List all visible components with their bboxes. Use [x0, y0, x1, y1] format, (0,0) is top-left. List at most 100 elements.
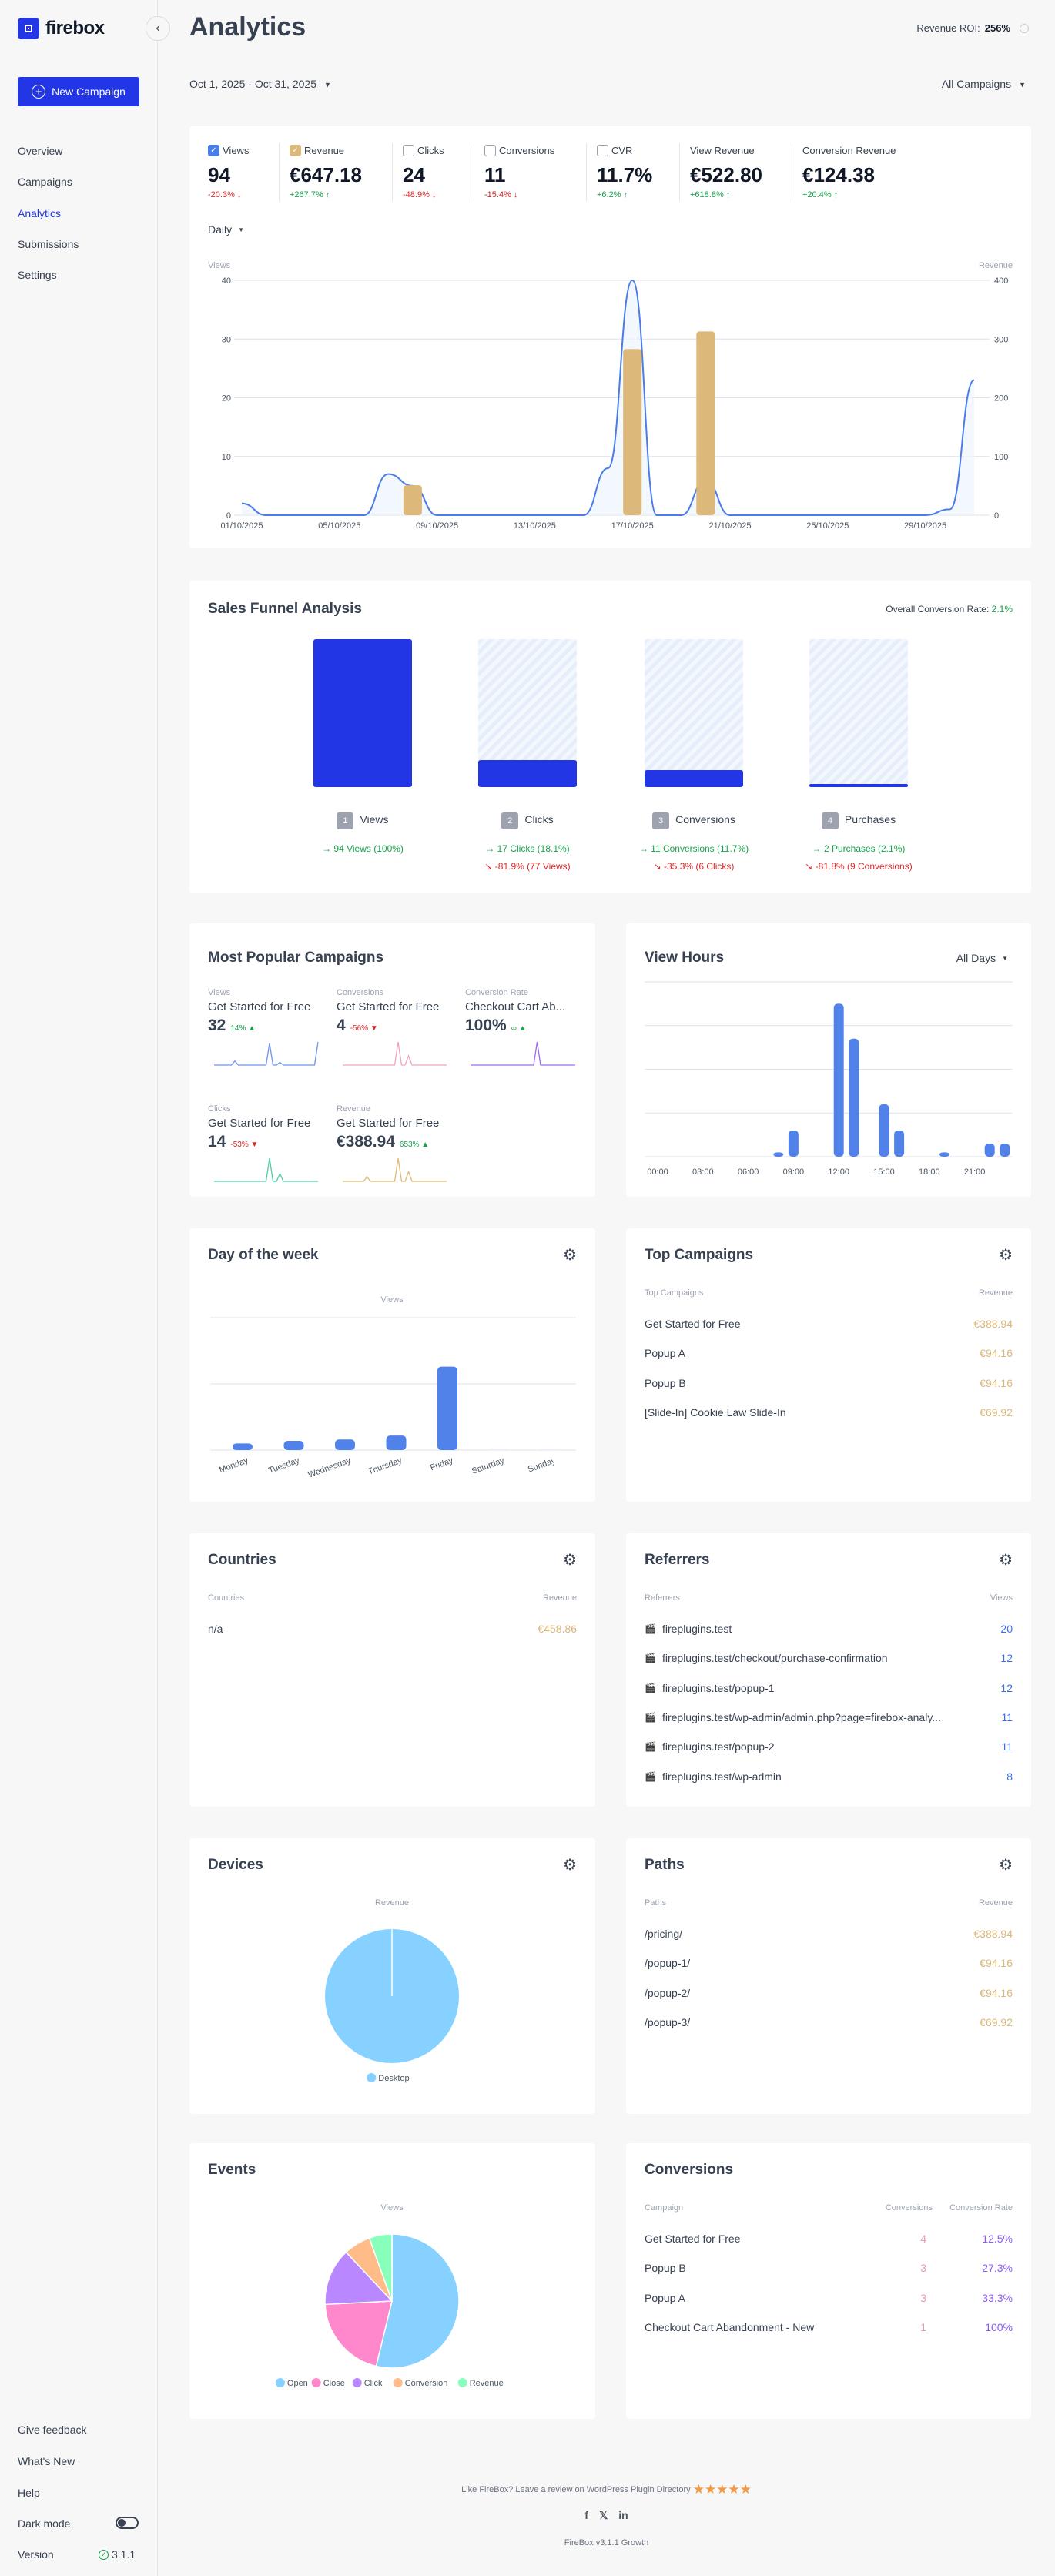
metric-change: -48.9%	[403, 190, 430, 199]
x-twitter-icon[interactable]: 𝕏	[598, 2509, 608, 2521]
popular-campaign-name[interactable]: Get Started for Free	[337, 1117, 440, 1130]
table-row[interactable]: 🎬 fireplugins.test/popup-1 12	[645, 1682, 1013, 1694]
whats-new-link[interactable]: What's New	[18, 2455, 75, 2467]
dark-mode-toggle[interactable]	[116, 2517, 139, 2529]
help-link[interactable]: Help	[18, 2487, 40, 2499]
metric-checkbox[interactable]	[484, 144, 496, 156]
column-header-conversions: Conversions	[885, 2203, 933, 2213]
table-row[interactable]: /popup-3/ €69.92	[645, 2016, 1013, 2028]
metric-clicks[interactable]: Clicks 24 -48.9% ↓	[403, 143, 444, 201]
metric-checkbox[interactable]: ✓	[208, 144, 219, 156]
sidebar-item-analytics[interactable]: Analytics	[18, 207, 62, 219]
hour-bar	[833, 1003, 844, 1157]
table-row[interactable]: 🎬 fireplugins.test/wp-admin/admin.php?pag…	[645, 1711, 1013, 1723]
popular-campaign-name[interactable]: Get Started for Free	[208, 1000, 311, 1013]
gear-icon[interactable]: ⚙	[999, 1552, 1013, 1569]
x-tick-label: Sunday	[527, 1455, 558, 1474]
table-row[interactable]: n/a €458.86	[208, 1623, 577, 1635]
new-campaign-button[interactable]: + New Campaign	[18, 77, 139, 106]
row-value: €69.92	[980, 2015, 1013, 2028]
popular-campaign-name[interactable]: Checkout Cart Ab...	[465, 1000, 566, 1013]
gear-icon[interactable]: ⚙	[563, 1247, 577, 1264]
table-row[interactable]: Checkout Cart Abandonment - New 1 100%	[645, 2321, 1013, 2333]
table-row[interactable]: Get Started for Free 4 12.5%	[645, 2233, 1013, 2245]
table-row[interactable]: Popup A 3 33.3%	[645, 2292, 1013, 2304]
column-header-revenue: Revenue	[542, 1593, 577, 1603]
info-icon[interactable]	[1020, 23, 1029, 33]
table-row[interactable]: /popup-1/ €94.16	[645, 1957, 1013, 1969]
y-tick-left: 0	[226, 511, 231, 521]
metric-divider	[586, 143, 587, 201]
legend-swatch	[457, 2378, 467, 2387]
paths-card: Paths ⚙ Paths Revenue /pricing/ €388.94 …	[626, 1838, 1031, 2114]
review-prompt[interactable]: Like FireBox? Leave a review on WordPres…	[158, 2482, 1055, 2497]
metric-checkbox[interactable]	[597, 144, 608, 156]
days-filter-select[interactable]: All Days ▼	[956, 952, 1008, 965]
give-feedback-link[interactable]: Give feedback	[18, 2424, 87, 2436]
collapse-sidebar-button[interactable]: ‹	[146, 16, 170, 41]
interval-select[interactable]: Daily ▼	[208, 223, 244, 236]
brand-logo[interactable]: firebox	[18, 18, 105, 39]
popular-change: 14%	[230, 1024, 246, 1033]
sidebar-item-submissions[interactable]: Submissions	[18, 238, 79, 250]
row-name: fireplugins.test	[661, 1623, 732, 1635]
table-row[interactable]: 🎬 fireplugins.test/wp-admin 8	[645, 1770, 1013, 1783]
date-range-picker[interactable]: Oct 1, 2025 - Oct 31, 2025 ▼	[189, 78, 331, 92]
table-row[interactable]: Get Started for Free €388.94	[645, 1318, 1013, 1330]
campaign-filter-select[interactable]: All Campaigns ▼	[942, 78, 1026, 92]
x-tick-label: Wednesday	[307, 1455, 353, 1479]
metric-views[interactable]: ✓ Views 94 -20.3% ↓	[208, 143, 249, 201]
version-label: Version	[18, 2548, 54, 2561]
row-rate: 27.3%	[982, 2262, 1013, 2275]
legend-label: Revenue	[470, 2379, 504, 2388]
metric-checkbox[interactable]	[403, 144, 414, 156]
row-name: fireplugins.test/checkout/purchase-confi…	[661, 1652, 888, 1665]
sidebar-item-campaigns[interactable]: Campaigns	[18, 176, 72, 188]
popular-campaign-name[interactable]: Get Started for Free	[208, 1117, 311, 1130]
metric-revenue[interactable]: ✓ Revenue €647.18 +267.7% ↑	[290, 143, 362, 201]
metric-checkbox[interactable]: ✓	[290, 144, 301, 156]
table-row[interactable]: 🎬 fireplugins.test 20	[645, 1623, 1013, 1635]
rating-stars-icon[interactable]: ★★★★★	[692, 2482, 752, 2497]
metric-change: -20.3%	[208, 190, 235, 199]
metric-label: Clicks	[417, 144, 444, 156]
table-row[interactable]: /popup-2/ €94.16	[645, 1987, 1013, 1999]
gear-icon[interactable]: ⚙	[999, 1857, 1013, 1874]
chevron-left-icon: ‹	[156, 22, 160, 35]
table-row[interactable]: Popup A €94.16	[645, 1347, 1013, 1359]
popular-campaign-name[interactable]: Get Started for Free	[337, 1000, 440, 1013]
x-tick-label: 21/10/2025	[708, 521, 751, 531]
sidebar-item-overview[interactable]: Overview	[18, 145, 63, 157]
step-name: Clicks	[524, 813, 554, 826]
table-row[interactable]: Popup B €94.16	[645, 1377, 1013, 1389]
sparkline-line	[343, 1157, 447, 1182]
row-name: /popup-2/	[645, 1986, 691, 1999]
table-row[interactable]: 🎬 fireplugins.test/checkout/purchase-conf…	[645, 1652, 1013, 1664]
table-row[interactable]: [Slide-In] Cookie Law Slide-In €69.92	[645, 1406, 1013, 1419]
table-row[interactable]: 🎬 fireplugins.test/popup-2 11	[645, 1740, 1013, 1753]
gear-icon[interactable]: ⚙	[563, 1857, 577, 1874]
sidebar-item-settings[interactable]: Settings	[18, 269, 57, 281]
card-title: Paths	[645, 1857, 685, 1873]
linkedin-icon[interactable]: in	[618, 2509, 628, 2521]
popular-metric-label: Revenue	[337, 1104, 371, 1114]
chart-label: Revenue	[375, 1898, 409, 1908]
table-row[interactable]: /pricing/ €388.94	[645, 1928, 1013, 1940]
row-value: €388.94	[973, 1318, 1013, 1330]
row-conversions: 3	[920, 2262, 926, 2275]
gear-icon[interactable]: ⚙	[563, 1552, 577, 1569]
gear-icon[interactable]: ⚙	[999, 1247, 1013, 1264]
metric-cvr[interactable]: CVR 11.7% +6.2% ↑	[597, 143, 652, 201]
x-tick-label: 09/10/2025	[416, 521, 458, 531]
x-tick-label: 01/10/2025	[220, 521, 263, 531]
metric-conversions[interactable]: Conversions 11 -15.4% ↓	[484, 143, 554, 201]
card-title: Top Campaigns	[645, 1247, 754, 1263]
facebook-icon[interactable]: f	[584, 2509, 588, 2521]
revenue-bar	[623, 349, 642, 515]
card-title: Day of the week	[208, 1247, 319, 1263]
arrow-down-icon: ↓	[431, 190, 437, 199]
roi-label: Revenue ROI:	[916, 22, 980, 34]
table-row[interactable]: Popup B 3 27.3%	[645, 2262, 1013, 2274]
legend-label: Click	[364, 2379, 383, 2388]
day-bar	[540, 1449, 560, 1450]
